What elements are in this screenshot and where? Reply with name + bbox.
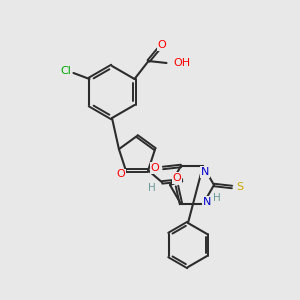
Text: H: H (148, 183, 156, 194)
Text: OH: OH (173, 58, 190, 68)
Text: O: O (172, 173, 182, 183)
Text: O: O (116, 169, 125, 179)
Text: Cl: Cl (60, 66, 71, 76)
Text: O: O (151, 163, 159, 173)
Text: N: N (201, 167, 209, 177)
Text: N: N (203, 197, 211, 207)
Text: H: H (213, 193, 221, 203)
Text: O: O (157, 40, 166, 50)
Text: S: S (236, 182, 244, 192)
